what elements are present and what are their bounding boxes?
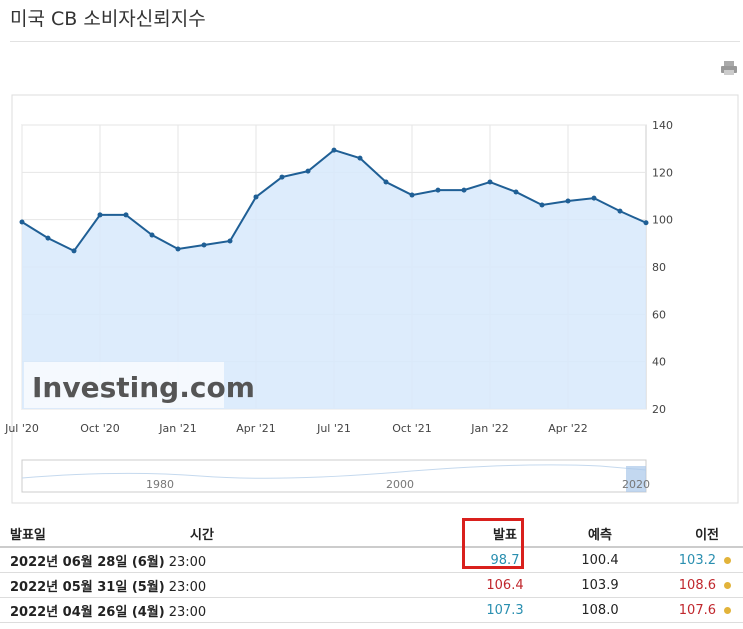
point xyxy=(45,235,51,241)
point xyxy=(305,168,311,174)
y-tick-label: 20 xyxy=(652,403,666,416)
x-tick-label: Jul '21 xyxy=(316,422,351,435)
date-cell: 2022년 06월 28일 (6월) 23:00 xyxy=(0,547,460,573)
forecast-cell: 108.0 xyxy=(550,597,650,623)
highlight-box xyxy=(462,518,524,569)
date-cell: 2022년 04월 26일 (4월) 23:00 xyxy=(0,597,460,623)
area xyxy=(22,150,646,409)
point xyxy=(227,238,233,244)
time: 23:00 xyxy=(168,604,207,620)
time: 23:00 xyxy=(168,579,207,595)
x-tick-label: Jul '20 xyxy=(4,422,39,435)
point xyxy=(643,220,649,226)
page-title: 미국 CB 소비자신뢰지수 xyxy=(10,8,206,30)
point xyxy=(71,248,77,254)
navigator-window xyxy=(626,466,646,492)
point xyxy=(253,194,259,200)
point xyxy=(279,174,285,180)
previous-cell: 108.6 xyxy=(650,572,743,598)
previous-cell: 103.2 xyxy=(650,547,743,573)
navigator-label: 1980 xyxy=(146,478,174,491)
y-tick-label: 60 xyxy=(652,308,666,321)
navigator-label: 2020 xyxy=(622,478,650,491)
y-tick-label: 40 xyxy=(652,356,666,369)
time: 23:00 xyxy=(168,554,207,570)
table-row: 2022년 06월 28일 (6월) 23:00 98.7 100.4 103.2 xyxy=(0,547,743,573)
y-tick-label: 140 xyxy=(652,119,673,132)
previous: 108.6 xyxy=(678,577,716,593)
point xyxy=(357,155,363,161)
point xyxy=(331,147,337,153)
status-dot xyxy=(724,606,731,614)
y-tick-label: 80 xyxy=(652,261,666,274)
date: 2022년 05월 31일 (5월) xyxy=(10,579,165,595)
column-header: 발표일 xyxy=(0,520,180,548)
point xyxy=(123,212,129,218)
column-header: 시간 xyxy=(180,520,460,548)
point xyxy=(513,189,519,195)
x-tick-label: Jan '21 xyxy=(158,422,196,435)
status-dot xyxy=(724,581,731,589)
point xyxy=(149,232,155,238)
x-tick-label: Oct '21 xyxy=(392,422,432,435)
print-icon[interactable] xyxy=(720,60,738,76)
previous: 107.6 xyxy=(678,602,716,618)
previous: 103.2 xyxy=(678,552,716,568)
date-cell: 2022년 05월 31일 (5월) 23:00 xyxy=(0,572,460,598)
point xyxy=(97,212,103,218)
previous-cell: 107.6 xyxy=(650,597,743,623)
point xyxy=(461,187,467,193)
point xyxy=(175,246,181,252)
point xyxy=(487,179,493,185)
column-header: 이전 xyxy=(650,520,743,548)
column-header: 예측 xyxy=(550,520,650,548)
navigator-label: 2000 xyxy=(386,478,414,491)
table-row: 2022년 04월 26일 (4월) 23:00 107.3 108.0 107.6 xyxy=(0,597,743,623)
date: 2022년 06월 28일 (6월) xyxy=(10,554,165,570)
column-header: 발표 xyxy=(460,520,550,548)
point xyxy=(201,242,207,248)
actual-cell: 106.4 xyxy=(460,572,550,598)
x-tick-label: Oct '20 xyxy=(80,422,120,435)
navigator-line xyxy=(21,464,647,479)
watermark: Investing.com xyxy=(32,371,255,404)
x-tick-label: Jan '22 xyxy=(470,422,508,435)
point xyxy=(617,208,623,214)
point xyxy=(435,187,441,193)
chart: 20 40 60 80 100 120 140 Jul '20 Oct '20 Jan '21 Ap… xyxy=(4,94,739,504)
x-tick-label: Apr '22 xyxy=(548,422,588,435)
status-dot xyxy=(724,556,731,564)
actual-cell: 107.3 xyxy=(460,597,550,623)
point xyxy=(383,179,389,185)
x-tick-label: Apr '21 xyxy=(236,422,276,435)
table-row: 2022년 05월 31일 (5월) 23:00 106.4 103.9 108.6 xyxy=(0,572,743,598)
forecast-cell: 100.4 xyxy=(550,547,650,573)
table: 발표일 시간 발표 예측 이전 2022년 06월 28일 (6월) 23:00 98.7 1… xyxy=(0,520,743,623)
date: 2022년 04월 26일 (4월) xyxy=(10,604,165,620)
watermark-bg xyxy=(24,362,224,408)
point xyxy=(591,195,597,201)
forecast-cell: 103.9 xyxy=(550,572,650,598)
point xyxy=(409,192,415,198)
y-tick-label: 100 xyxy=(652,214,673,227)
point xyxy=(565,198,571,204)
y-tick-label: 120 xyxy=(652,166,673,179)
point xyxy=(539,202,545,208)
point xyxy=(19,219,25,225)
divider xyxy=(10,41,740,42)
